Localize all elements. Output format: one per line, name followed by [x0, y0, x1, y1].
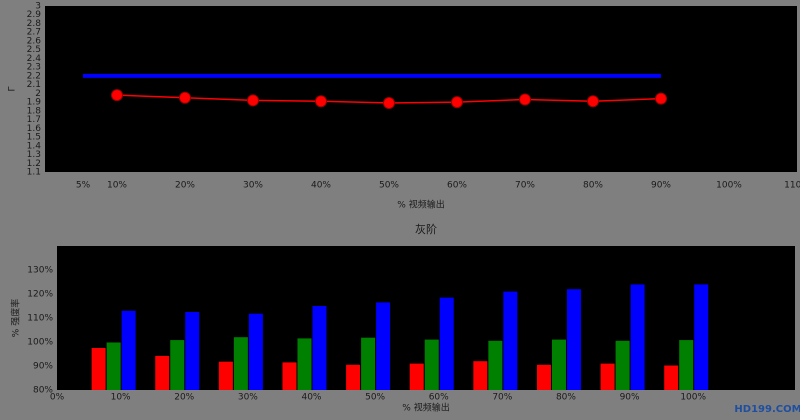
bar — [170, 340, 185, 390]
bar — [409, 363, 424, 390]
point — [451, 96, 463, 109]
x-tick-label: 10% — [111, 393, 131, 403]
bar — [439, 297, 454, 390]
x-tick-label: 40% — [311, 181, 331, 191]
bar — [312, 306, 327, 390]
watermark: HD199.COM — [734, 404, 800, 415]
y-tick-label: 2.2 — [27, 71, 41, 81]
x-tick-label: 40% — [301, 393, 321, 403]
point — [383, 96, 395, 109]
y-tick-label: 120% — [27, 290, 53, 300]
y-tick-label: 1.3 — [27, 150, 41, 160]
y-tick-label: 110% — [27, 314, 53, 324]
y-tick-label: 2.1 — [27, 80, 41, 90]
chart-title: 灰阶 — [415, 222, 437, 236]
x-tick-label: 20% — [174, 393, 194, 403]
bar — [600, 363, 615, 390]
x-tick-label: 50% — [365, 393, 385, 403]
y-tick-label: 1.7 — [27, 115, 41, 125]
bar — [233, 337, 248, 390]
bar — [503, 291, 518, 390]
bar — [679, 340, 694, 390]
x-tick-label: 70% — [515, 181, 535, 191]
y-tick-label: 130% — [27, 266, 53, 276]
y-tick-label: 90% — [33, 362, 53, 372]
bar — [297, 338, 312, 390]
x-tick-label: 80% — [556, 393, 576, 403]
bar — [664, 365, 679, 390]
y-tick-label: 1.4 — [27, 141, 42, 151]
point — [587, 95, 599, 108]
y-tick-label: 2.9 — [27, 10, 42, 20]
point — [315, 95, 327, 108]
y-axis-label: Γ — [8, 86, 18, 91]
bar — [282, 362, 297, 390]
bar — [248, 313, 263, 390]
x-tick-label: 70% — [492, 393, 512, 403]
y-tick-label: 1.2 — [27, 159, 41, 169]
bar — [361, 337, 376, 390]
x-tick-label: 110% — [784, 181, 800, 191]
x-tick-label: 20% — [175, 181, 195, 191]
y-tick-label: 1.5 — [27, 133, 41, 143]
point — [111, 89, 123, 102]
y-tick-label: 2.7 — [27, 28, 41, 38]
bar — [376, 302, 391, 390]
bar — [694, 284, 709, 390]
bar — [346, 364, 361, 390]
point — [179, 91, 191, 104]
bar — [218, 361, 233, 390]
x-tick-label: 80% — [583, 181, 603, 191]
x-tick-label: 100% — [680, 393, 706, 403]
x-axis-label: % 视频输出 — [402, 402, 449, 414]
bar — [536, 364, 551, 390]
point — [519, 93, 531, 106]
bar — [630, 284, 645, 390]
x-tick-label: 0% — [50, 393, 65, 403]
x-tick-label: 30% — [243, 181, 263, 191]
y-tick-label: 1.6 — [27, 124, 42, 134]
bar — [155, 355, 170, 390]
x-axis-label: % 视频输出 — [397, 199, 444, 211]
bar — [185, 312, 200, 390]
bar — [551, 339, 566, 390]
y-tick-label: 2.5 — [27, 45, 41, 55]
bar — [424, 339, 439, 390]
y-tick-label: 1.8 — [27, 106, 42, 116]
x-tick-label: 50% — [379, 181, 399, 191]
x-tick-label: 90% — [651, 181, 671, 191]
plot-area — [45, 6, 797, 172]
bar — [91, 348, 106, 390]
x-tick-label: 100% — [716, 181, 742, 191]
y-tick-label: 2.6 — [27, 36, 42, 46]
y-tick-label: 2 — [35, 89, 41, 99]
x-tick-label: 60% — [429, 393, 449, 403]
y-tick-label: 1.9 — [27, 98, 42, 108]
bar — [566, 289, 581, 390]
y-tick-label: 1.1 — [27, 168, 41, 178]
x-tick-label: 90% — [620, 393, 640, 403]
bar — [615, 340, 630, 390]
x-tick-label: 10% — [107, 181, 127, 191]
y-tick-label: 80% — [33, 386, 53, 396]
bar — [106, 342, 121, 390]
y-tick-label: 100% — [27, 338, 53, 348]
bar — [488, 340, 503, 390]
bar — [473, 361, 488, 390]
x-tick-label: 5% — [76, 181, 91, 191]
y-tick-label: 2.4 — [27, 54, 42, 64]
y-tick-label: 2.3 — [27, 63, 41, 73]
y-tick-label: 2.8 — [27, 19, 42, 29]
point — [247, 94, 259, 107]
y-axis-label: % 强度率 — [10, 299, 22, 337]
bar — [121, 310, 136, 390]
x-tick-label: 30% — [238, 393, 258, 403]
point — [655, 92, 667, 105]
y-tick-label: 3 — [35, 2, 41, 12]
x-tick-label: 60% — [447, 181, 467, 191]
